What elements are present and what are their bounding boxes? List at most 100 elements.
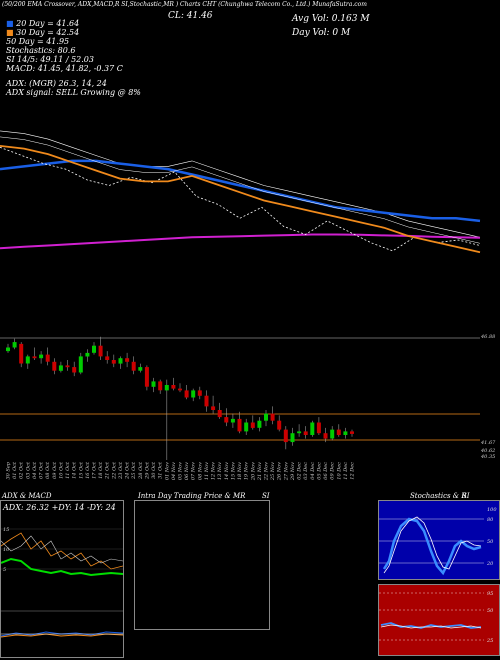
candle-body [184, 390, 189, 398]
legend-stochastic: Stochastics: 80.6 [6, 46, 76, 55]
candles [6, 336, 354, 460]
price-tick-label: 46.88 [480, 334, 495, 340]
candle-body [65, 365, 70, 368]
stoch-k-line [382, 517, 482, 576]
date-tick-label: 23 Oct [118, 461, 124, 480]
date-tick-label: 31 Oct [158, 461, 164, 479]
adx-ticks: 15 10 5 [1, 527, 123, 573]
date-tick-label: 11 Oct [65, 461, 71, 479]
candle-body [58, 365, 63, 371]
ema-band-upper [0, 130, 481, 238]
candle-body [330, 429, 335, 439]
legend-30day: ■ 30 Day = 42.54 [6, 28, 80, 37]
price-tick-label: 40.62 [480, 448, 495, 454]
candle-body [39, 354, 44, 359]
date-tick-label: 17 Oct [92, 461, 98, 479]
day-volume: Day Vol: 0 M [292, 28, 351, 38]
adx-macd-panel: ADX: 26.32 +DY: 14 -DY: 24 15 10 5 [0, 500, 124, 658]
date-tick-label: 21 Nov [257, 462, 263, 481]
price-dotted-line [0, 146, 481, 252]
date-tick-label: 07 Nov [191, 462, 197, 480]
candle-body [270, 413, 275, 421]
date-tick-label: 06 Dec [323, 462, 329, 480]
ema-lines [0, 130, 481, 254]
date-tick-label: 13 Nov [217, 462, 223, 480]
stoch-d-line [383, 516, 482, 574]
candle-body [45, 354, 50, 362]
macd-signal-line [1, 633, 123, 638]
candle-body [191, 390, 196, 398]
date-tick-label: 10 Oct [58, 461, 64, 479]
candle-body [12, 342, 17, 348]
candle-body [323, 433, 328, 439]
date-tick-label: 27 Nov [283, 462, 289, 481]
candle-body [78, 356, 83, 373]
date-tick-label: 11 Nov [204, 462, 210, 480]
candle-body [343, 431, 348, 435]
candle-body [217, 410, 222, 418]
candle-body [250, 422, 255, 428]
candle-body [19, 343, 24, 364]
date-tick-label: 12 Dec [350, 462, 356, 480]
rsi-tick-label: 25 [486, 638, 493, 644]
stoch-tick-label: 50 [487, 539, 494, 545]
date-tick-label: 14 Nov [224, 462, 230, 480]
date-tick-label: 11 Dec [343, 462, 349, 480]
stoch-tick-label: 100 [487, 507, 497, 513]
adx-readout: ADX: 26.32 +DY: 14 -DY: 24 [3, 503, 116, 512]
candle-body [151, 381, 156, 387]
minus-dy-line [1, 535, 123, 564]
adx-macd-title: ADX & MACD [2, 492, 52, 500]
plus-dy-line [1, 557, 123, 577]
price-tick-label: 41.67 [480, 440, 496, 446]
date-tick-label: 15 Nov [230, 462, 236, 480]
legend-macd: MACD: 41.45, 41.82, -0.37 C [6, 64, 123, 73]
candle-body [257, 420, 262, 428]
date-tick-label: 07 Oct [39, 461, 45, 479]
date-tick-label: 29 Oct [144, 461, 150, 480]
date-tick-label: 22 Oct [111, 461, 117, 480]
candle-body [178, 388, 182, 391]
date-tick-label: 30 Sep [6, 461, 12, 479]
candle-body [303, 431, 308, 435]
intraday-title: Intra Day Trading Price & MR [138, 492, 246, 500]
date-tick-label: 01 Nov [164, 462, 170, 480]
date-tick-label: 19 Nov [244, 462, 250, 480]
candle-body [350, 431, 354, 434]
date-tick-label: 20 Nov [250, 462, 256, 481]
date-tick-label: 22 Nov [264, 462, 270, 481]
candle-body [98, 345, 103, 357]
candle-body [144, 367, 149, 387]
date-tick-label: 01 Oct [12, 461, 18, 479]
rsi-tick-label: 95 [487, 591, 493, 597]
candle-body [264, 413, 268, 421]
date-tick-label: 12 Nov [211, 462, 217, 480]
date-tick-label: 06 Nov [184, 462, 190, 480]
candle-body [171, 385, 176, 389]
stoch-tick-label: 20 [486, 561, 494, 567]
adx-line [1, 532, 123, 570]
chart-header: (50/200 EMA Crossover, ADX,MACD,R SI,Sto… [2, 1, 367, 8]
stochastics-title: Stochastics & R [410, 492, 467, 500]
date-tick-label: 08 Nov [197, 462, 203, 480]
candle-body [211, 406, 216, 410]
candle-body [230, 418, 235, 423]
date-tick-label: 24 Oct [125, 461, 131, 480]
date-tick-label: 26 Nov [277, 462, 283, 481]
adx-tick-label: 5 [3, 567, 6, 573]
candle-body [237, 418, 242, 432]
price-tick-label: 40.35 [480, 454, 495, 460]
intraday-panel [134, 500, 270, 630]
stochastics-svg: 100 80 50 20 [379, 507, 497, 576]
date-tick-label: 28 Oct [138, 461, 144, 480]
candle-body [92, 345, 96, 353]
candle-body [316, 422, 321, 434]
date-tick-label: 03 Oct [25, 461, 31, 479]
candle-body [125, 358, 130, 362]
rsi-panel: 95 50 25 [378, 584, 500, 656]
candle-body [310, 422, 315, 435]
legend-adx-signal: ADX signal: SELL Growing @ 8% [6, 88, 141, 97]
candle-body [297, 431, 302, 434]
date-tick-label: 04 Dec [310, 462, 316, 480]
